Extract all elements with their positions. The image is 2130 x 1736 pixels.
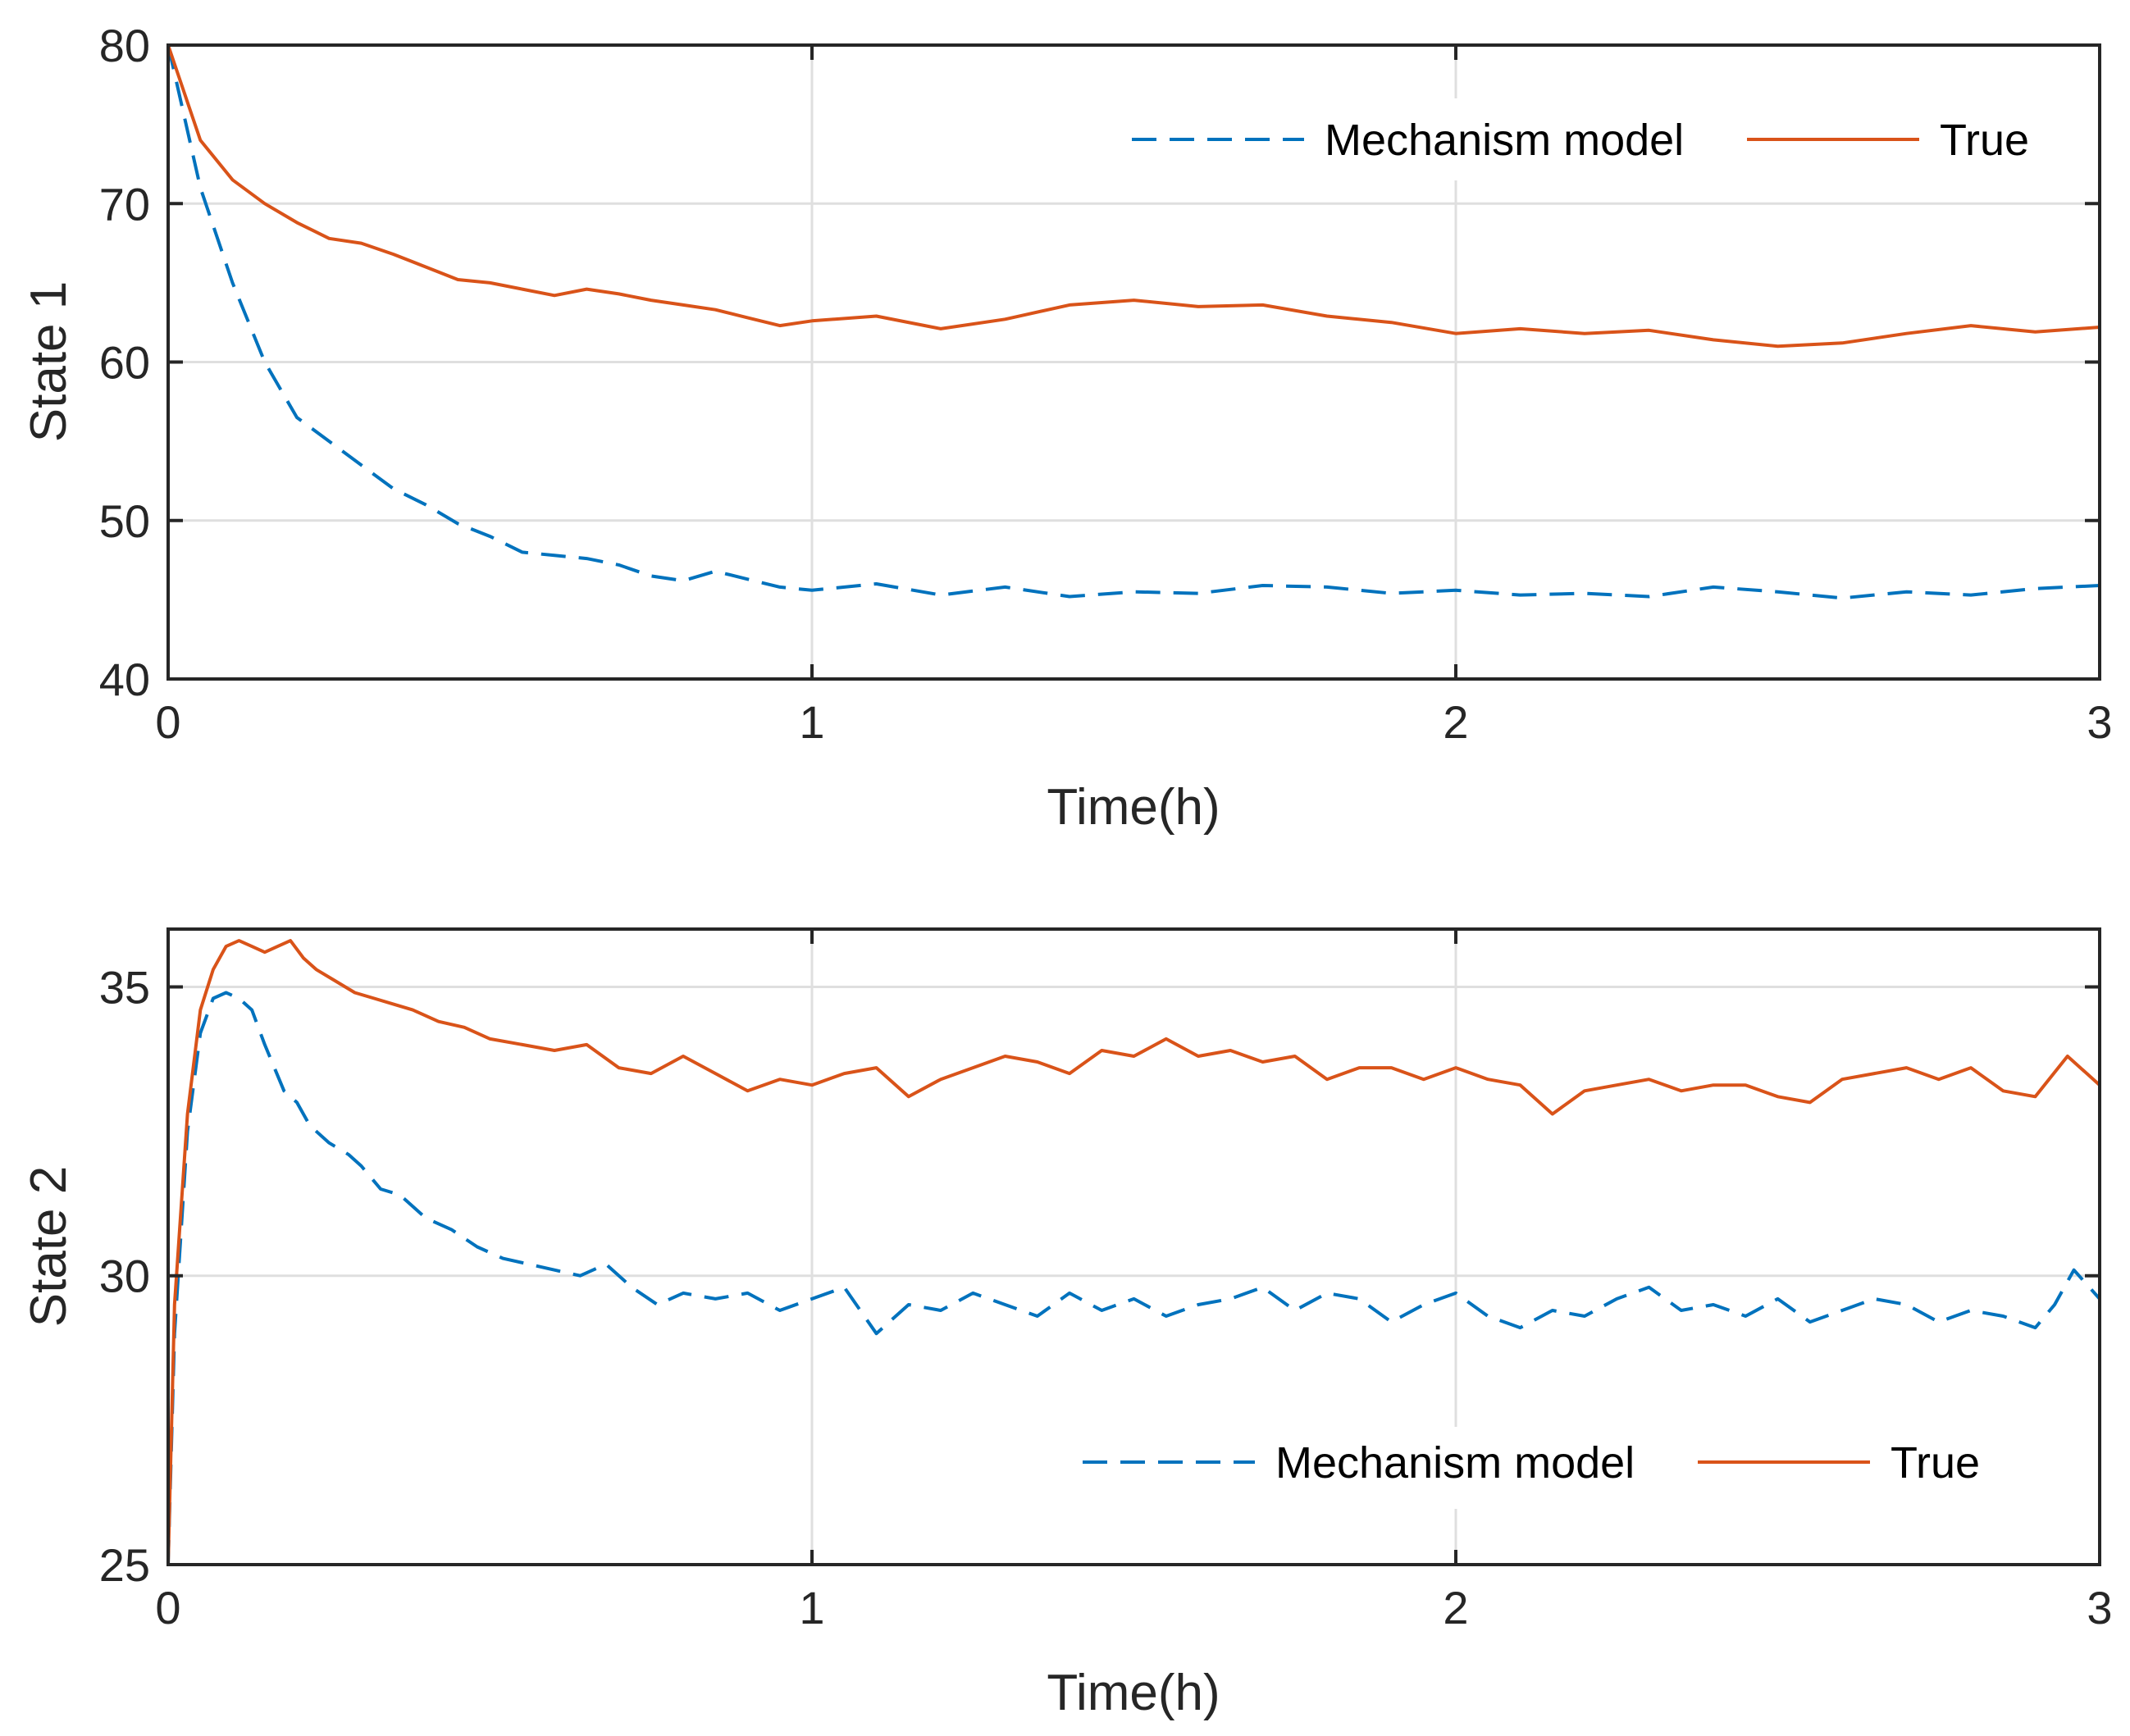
x-axis-title: Time(h) <box>1047 779 1220 836</box>
subplot-state-2: 25 30 35 0 1 2 3 Time(h) State 2 Mechani… <box>21 927 2113 1721</box>
y-tick-label: 30 <box>99 1251 150 1302</box>
tick-marks <box>166 929 2101 1566</box>
series-lines <box>166 44 2100 600</box>
y-tick-label: 25 <box>99 1539 150 1591</box>
series-line-true <box>166 939 2101 1565</box>
legend-label-mechanism: Mechanism model <box>1275 1438 1635 1488</box>
x-tick-label: 1 <box>799 696 824 748</box>
y-tick-label: 80 <box>99 20 150 71</box>
x-tick-label: 1 <box>799 1582 824 1633</box>
y-tick-label: 60 <box>99 337 150 389</box>
legend-box <box>1046 1427 2005 1509</box>
grid-lines <box>168 929 2100 1565</box>
legend-label-true: True <box>1891 1438 1980 1488</box>
legend-label-mechanism: Mechanism model <box>1325 116 1684 165</box>
y-tick-label: 35 <box>99 961 150 1013</box>
series-line-mechanism-model <box>166 44 2100 600</box>
x-axis-title: Time(h) <box>1047 1665 1220 1721</box>
x-tick-label: 3 <box>2087 1582 2112 1633</box>
y-tick-label: 40 <box>99 654 150 705</box>
x-tick-label: 2 <box>1443 1582 1468 1633</box>
y-axis-title: State 2 <box>21 1166 77 1327</box>
y-tick-label: 70 <box>99 178 150 230</box>
legend-label-true: True <box>1940 116 2029 165</box>
legend: Mechanism model True <box>1095 98 2055 180</box>
y-axis-title: State 1 <box>21 281 77 442</box>
series-line-true <box>166 44 2100 349</box>
tick-marks <box>166 43 2101 681</box>
subplot-state-1: 40 50 60 70 80 0 1 2 3 Time(h) State 1 M… <box>21 20 2113 836</box>
x-tick-label: 3 <box>2087 696 2112 748</box>
x-tick-label: 0 <box>155 696 180 748</box>
x-tick-label: 0 <box>155 1582 180 1633</box>
legend: Mechanism model True <box>1046 1427 2005 1509</box>
axes-box <box>166 927 2101 1566</box>
series-lines <box>166 939 2101 1565</box>
grid-lines <box>168 45 2100 679</box>
series-line-mechanism-model <box>166 991 2101 1565</box>
x-tick-label: 2 <box>1443 696 1468 748</box>
y-tick-label: 50 <box>99 495 150 547</box>
